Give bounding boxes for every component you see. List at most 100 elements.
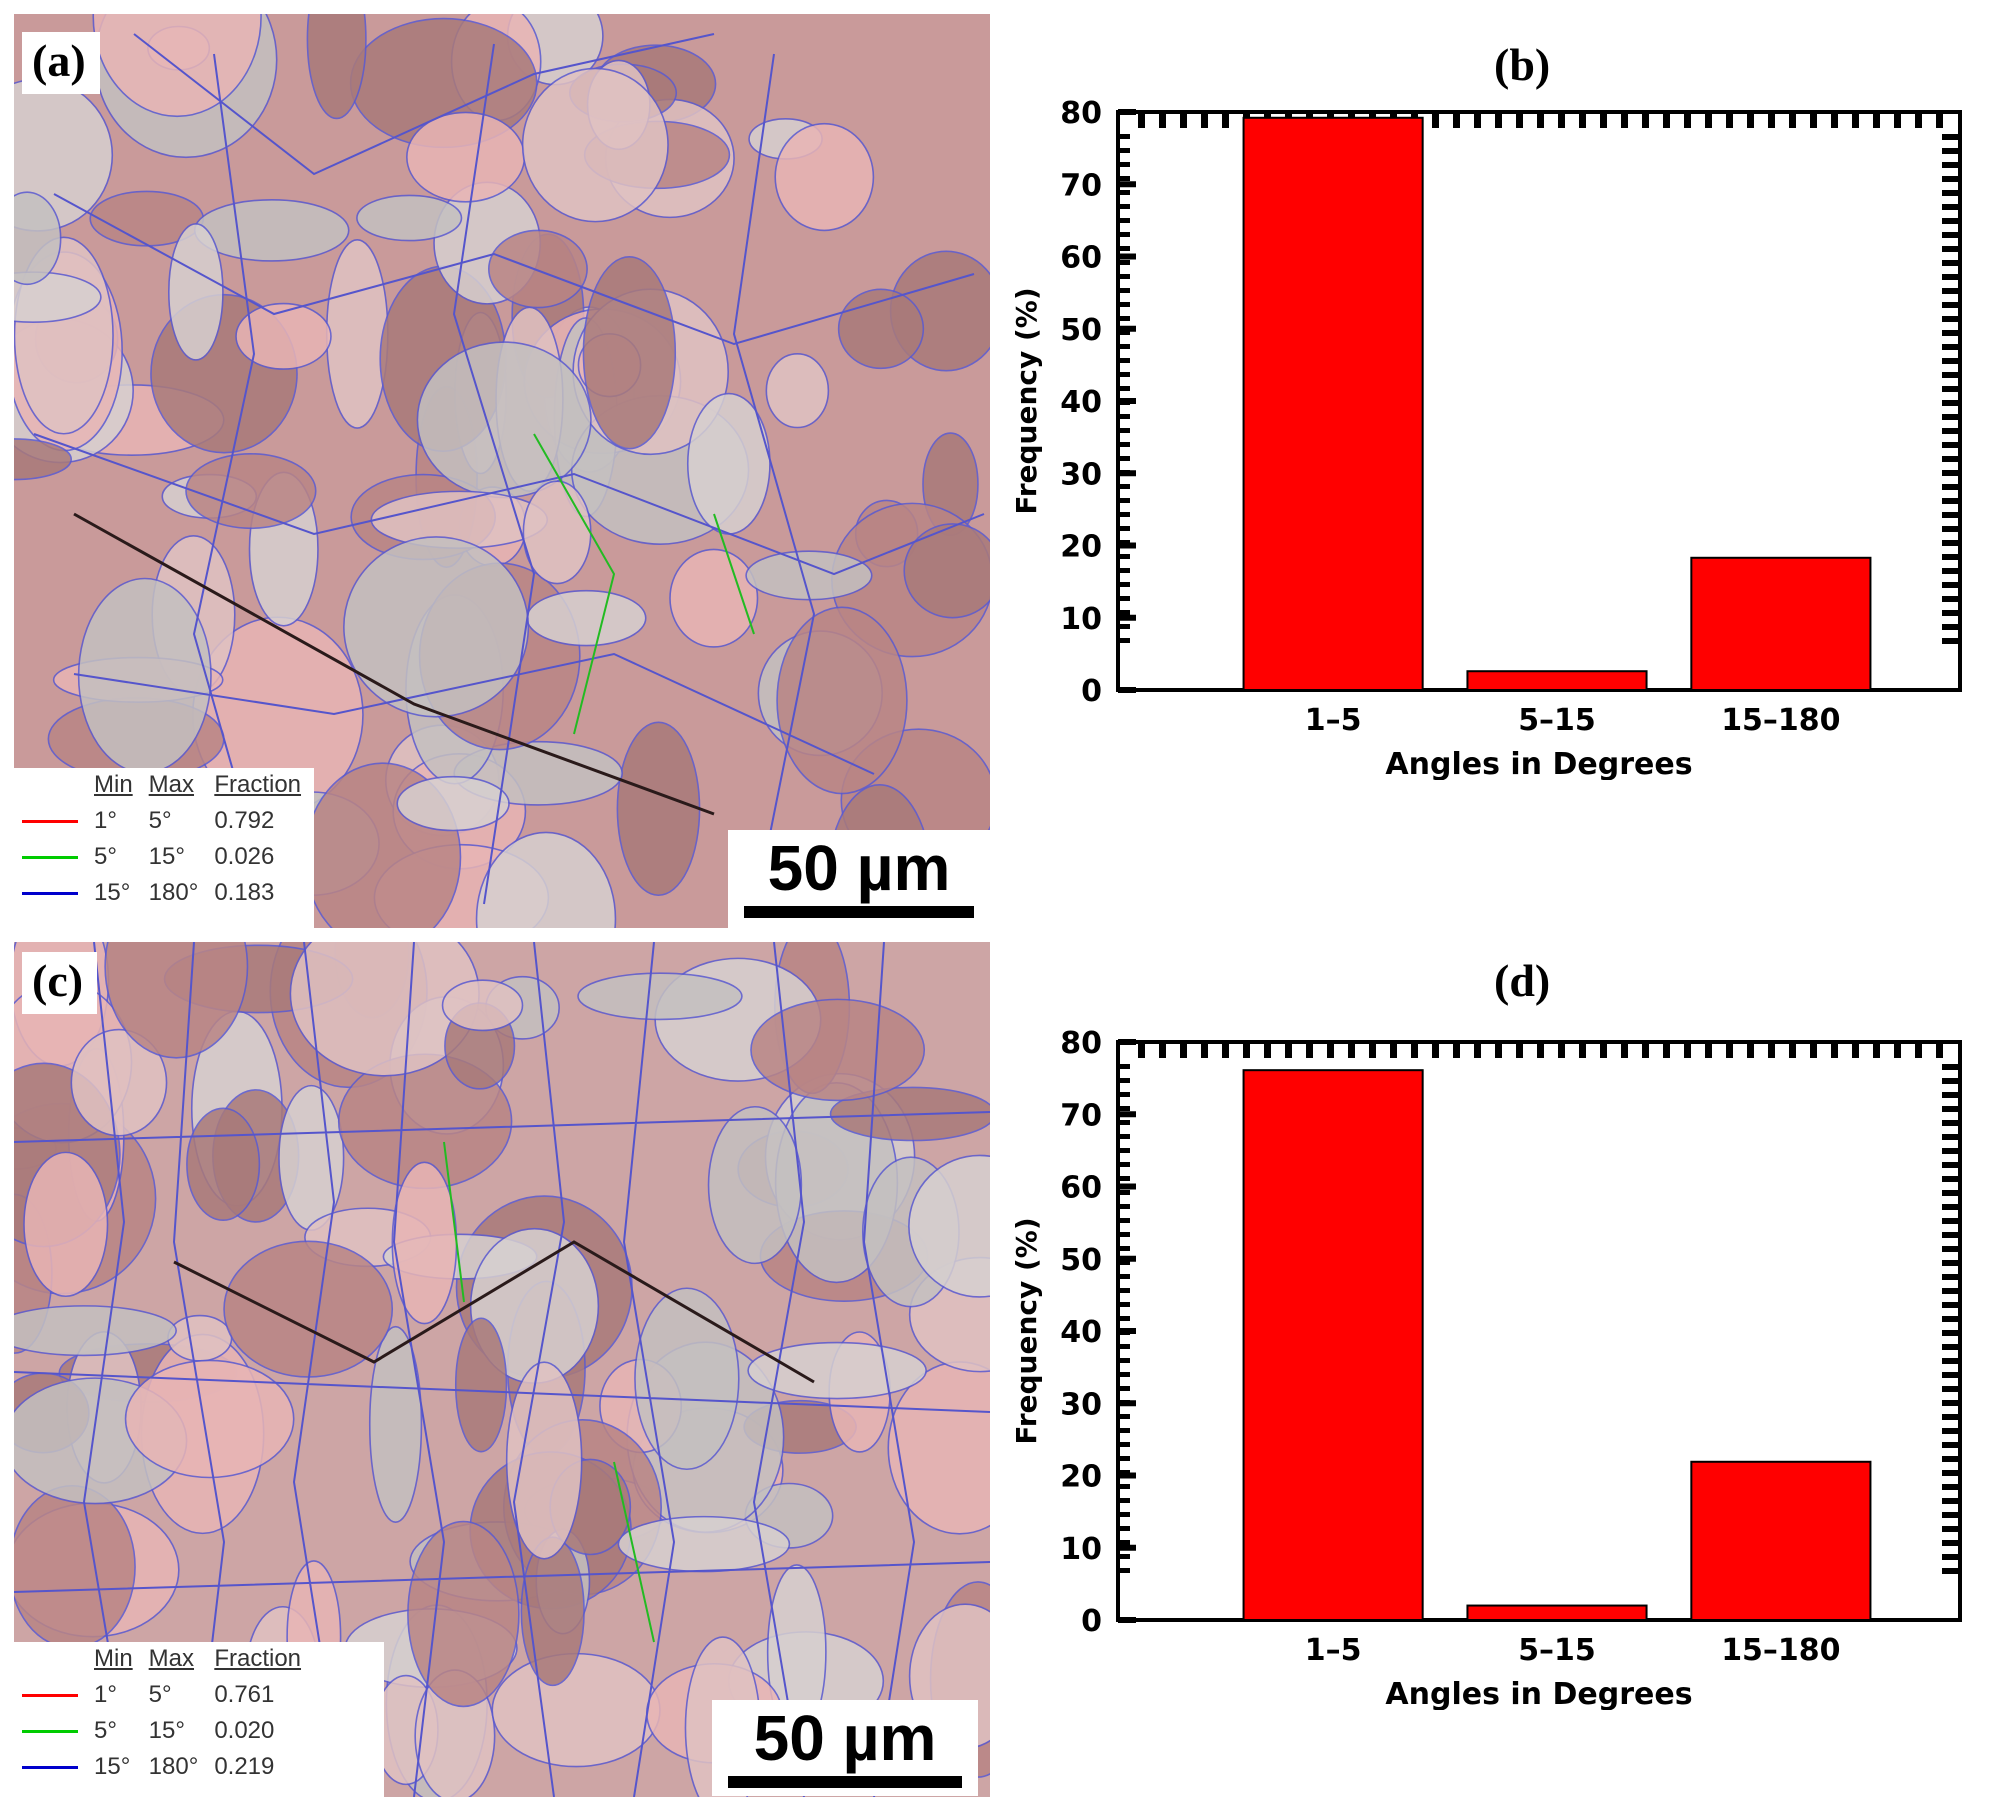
left-minor-tick bbox=[1120, 1162, 1130, 1167]
grain bbox=[406, 111, 526, 203]
map-a-scale-bar: 50 µm bbox=[728, 830, 990, 928]
right-minor-tick bbox=[1942, 1330, 1958, 1336]
chart-b: 0 10 20 30 40 50 60 70 80 1–5 5–15 15–180 Angles in … bbox=[1000, 96, 1990, 782]
right-minor-tick bbox=[1942, 400, 1958, 406]
grain bbox=[441, 979, 524, 1032]
legend-min: 5° bbox=[94, 1717, 117, 1744]
grain bbox=[306, 14, 367, 120]
left-minor-tick bbox=[1120, 1568, 1130, 1573]
right-minor-tick bbox=[1942, 512, 1958, 518]
left-minor-tick bbox=[1120, 148, 1130, 153]
top-minor-tick bbox=[1201, 114, 1208, 128]
left-minor-tick bbox=[1120, 1414, 1130, 1419]
grain bbox=[747, 1341, 927, 1400]
top-minor-tick bbox=[1579, 114, 1586, 128]
right-minor-tick bbox=[1942, 358, 1958, 364]
left-minor-tick bbox=[1120, 316, 1130, 321]
top-minor-tick bbox=[1705, 1044, 1712, 1058]
left-minor-tick bbox=[1120, 1344, 1130, 1349]
grain bbox=[223, 1240, 394, 1378]
grain bbox=[577, 972, 743, 1021]
legend-fraction: 0.026 bbox=[214, 843, 275, 870]
top-minor-tick bbox=[1264, 1044, 1271, 1058]
legend-swatch-green bbox=[22, 856, 78, 860]
right-minor-tick bbox=[1942, 1078, 1958, 1084]
y-tick-label: 80 bbox=[1060, 1030, 1102, 1061]
top-minor-tick bbox=[1915, 114, 1922, 128]
legend-row: 5° 15° 0.026 bbox=[14, 840, 309, 876]
left-minor-tick bbox=[1120, 288, 1130, 293]
right-minor-tick bbox=[1942, 302, 1958, 308]
grain bbox=[77, 577, 212, 774]
map-c-scale-bar: 50 µm bbox=[712, 1700, 978, 1796]
y-major-tick bbox=[1118, 542, 1136, 549]
bar-3 bbox=[1690, 556, 1872, 691]
left-minor-tick bbox=[1120, 1246, 1130, 1251]
panel-label-d: (d) bbox=[1494, 955, 1551, 1006]
top-minor-tick bbox=[1915, 1044, 1922, 1058]
legend-header-fraction: Fraction bbox=[214, 771, 302, 798]
legend-min: 15° bbox=[94, 1753, 131, 1780]
grain bbox=[325, 239, 389, 429]
top-minor-tick bbox=[1621, 1044, 1628, 1058]
right-minor-tick bbox=[1942, 162, 1958, 168]
top-minor-tick bbox=[1327, 1044, 1334, 1058]
right-minor-tick bbox=[1942, 1120, 1958, 1126]
grain bbox=[343, 536, 530, 718]
right-minor-tick bbox=[1942, 1344, 1958, 1350]
legend-swatch-green bbox=[22, 1730, 78, 1734]
map-a-svg bbox=[14, 14, 990, 928]
legend-max: 15° bbox=[148, 1717, 185, 1744]
panel-label-c: (c) bbox=[22, 952, 98, 1014]
left-minor-tick bbox=[1120, 274, 1130, 279]
y-major-tick bbox=[1118, 614, 1136, 621]
right-minor-tick bbox=[1942, 1484, 1958, 1490]
grain bbox=[774, 122, 875, 232]
legend-fraction: 0.219 bbox=[214, 1753, 275, 1780]
top-minor-tick bbox=[1726, 1044, 1733, 1058]
y-tick-label: 60 bbox=[1060, 1171, 1102, 1206]
y-tick-label: 30 bbox=[1060, 1387, 1102, 1422]
top-minor-tick bbox=[1684, 1044, 1691, 1058]
panel-label-a: (a) bbox=[22, 32, 100, 94]
legend-swatch-red bbox=[22, 1694, 78, 1698]
y-tick-label: 10 bbox=[1060, 1532, 1102, 1567]
chart-b-svg: 0 10 20 30 40 50 60 70 80 1–5 5–15 15–180 Angles in … bbox=[1010, 96, 1962, 782]
legend-max: 5° bbox=[148, 807, 172, 834]
top-minor-tick bbox=[1852, 1044, 1859, 1058]
top-minor-tick bbox=[1642, 1044, 1649, 1058]
bar-1 bbox=[1242, 116, 1424, 691]
right-minor-tick bbox=[1942, 1428, 1958, 1434]
top-minor-tick bbox=[1390, 1044, 1397, 1058]
right-minor-tick bbox=[1942, 1386, 1958, 1392]
top-minor-tick bbox=[1138, 114, 1145, 128]
top-minor-tick bbox=[1537, 1044, 1544, 1058]
panel-label-b: (b) bbox=[1494, 39, 1551, 90]
left-minor-tick bbox=[1120, 1372, 1130, 1377]
left-minor-tick bbox=[1120, 1540, 1130, 1545]
right-minor-tick bbox=[1942, 246, 1958, 252]
top-minor-tick bbox=[1621, 114, 1628, 128]
y-tick-label: 0 bbox=[1081, 1604, 1102, 1639]
top-minor-tick bbox=[1663, 114, 1670, 128]
left-minor-tick bbox=[1120, 1274, 1130, 1279]
top-minor-tick bbox=[1432, 114, 1439, 128]
left-minor-tick bbox=[1120, 344, 1130, 349]
right-minor-tick bbox=[1942, 386, 1958, 392]
y-axis-label: Frequency (%) bbox=[1010, 287, 1043, 514]
top-minor-tick bbox=[1894, 1044, 1901, 1058]
x-axis-label: Angles in Degrees bbox=[1385, 747, 1692, 780]
left-minor-tick bbox=[1120, 582, 1130, 587]
top-minor-tick bbox=[1558, 114, 1565, 128]
right-minor-tick bbox=[1942, 344, 1958, 350]
legend-fraction: 0.761 bbox=[214, 1681, 275, 1708]
left-minor-tick bbox=[1120, 162, 1130, 167]
left-minor-tick bbox=[1120, 1456, 1130, 1461]
x-axis-label: Angles in Degrees bbox=[1385, 1677, 1692, 1710]
left-minor-tick bbox=[1120, 1442, 1130, 1447]
right-minor-tick bbox=[1942, 372, 1958, 378]
y-tick-label: 20 bbox=[1060, 530, 1102, 565]
left-minor-tick bbox=[1120, 386, 1130, 391]
left-minor-tick bbox=[1120, 442, 1130, 447]
top-minor-tick bbox=[1180, 114, 1187, 128]
